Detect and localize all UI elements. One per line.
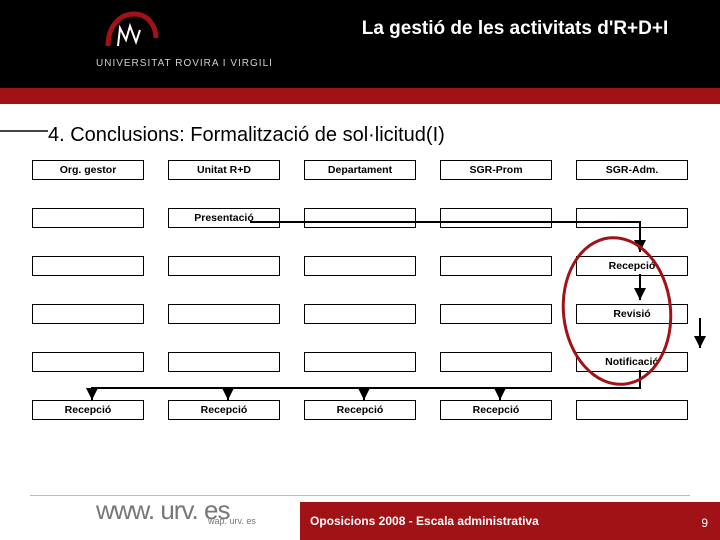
col-header: Org. gestor (32, 160, 144, 180)
grid-cell: Presentació (168, 208, 280, 228)
process-grid: Org. gestor Unitat R+D Departament SGR-P… (32, 160, 704, 448)
grid-cell: Recepció (304, 400, 416, 420)
grid-row: Presentació (32, 208, 704, 234)
col-header: SGR-Adm. (576, 160, 688, 180)
grid-cell: Notificació (576, 352, 688, 372)
section-heading: 4. Conclusions: Formalització de sol·lic… (48, 124, 445, 147)
grid-cell (304, 256, 416, 276)
grid-cell (576, 400, 688, 420)
slide-title: La gestió de les activitats d'R+D+I (330, 18, 700, 40)
col-header: Unitat R+D (168, 160, 280, 180)
university-name: UNIVERSITAT ROVIRA I VIRGILI (96, 58, 273, 69)
grid-cell: Recepció (32, 400, 144, 420)
grid-row: Recepció (32, 256, 704, 282)
grid-cell: Recepció (440, 400, 552, 420)
grid-cell (304, 208, 416, 228)
grid-cell (440, 256, 552, 276)
grid-cell: Revisió (576, 304, 688, 324)
col-header: Departament (304, 160, 416, 180)
grid-cell (32, 256, 144, 276)
grid-cell (440, 352, 552, 372)
col-header: SGR-Prom (440, 160, 552, 180)
grid-cell (32, 208, 144, 228)
footer-url-small: wap. urv. es (208, 516, 256, 526)
grid-cell (440, 208, 552, 228)
grid-cell (168, 304, 280, 324)
grid-row: Revisió (32, 304, 704, 330)
grid-cell (304, 352, 416, 372)
section-rule (0, 130, 48, 132)
grid-cell: Recepció (168, 400, 280, 420)
page-number: 9 (701, 516, 708, 530)
grid-cell (168, 352, 280, 372)
header-accent-band (0, 88, 720, 104)
grid-cell (304, 304, 416, 324)
footer-bar: Oposicions 2008 - Escala administrativa (300, 502, 720, 540)
grid-row: Recepció Recepció Recepció Recepció (32, 400, 704, 426)
slide: UNIVERSITAT ROVIRA I VIRGILI La gestió d… (0, 0, 720, 540)
grid-cell: Recepció (576, 256, 688, 276)
grid-header-row: Org. gestor Unitat R+D Departament SGR-P… (32, 160, 704, 186)
footer-bar-text: Oposicions 2008 - Escala administrativa (310, 514, 539, 528)
grid-cell (32, 304, 144, 324)
header: UNIVERSITAT ROVIRA I VIRGILI La gestió d… (0, 0, 720, 88)
grid-cell (168, 256, 280, 276)
urv-logo (100, 8, 164, 56)
grid-row: Notificació (32, 352, 704, 378)
grid-cell (440, 304, 552, 324)
grid-cell (32, 352, 144, 372)
grid-cell (576, 208, 688, 228)
